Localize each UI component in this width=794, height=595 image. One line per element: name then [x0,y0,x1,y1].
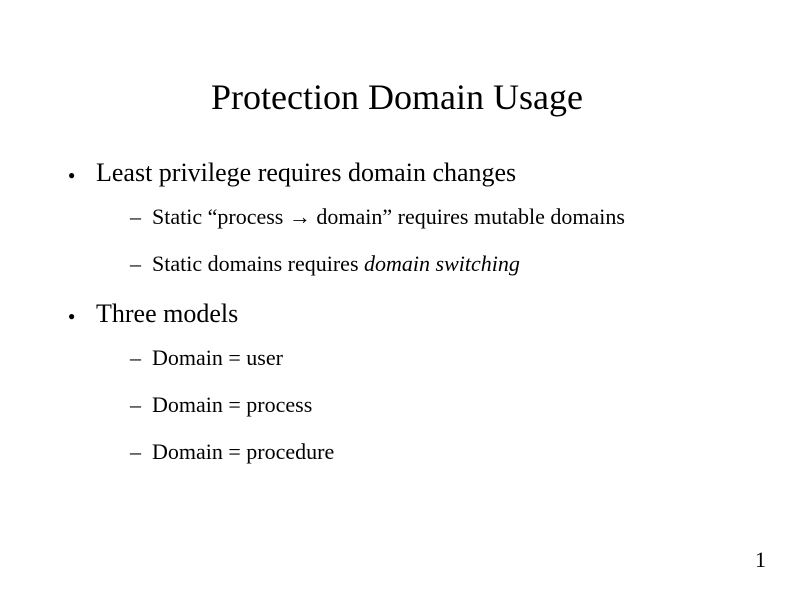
sub-bullet-list: Static “process → domain” requires mutab… [96,189,794,278]
sub-bullet-text: Static “process [152,204,289,229]
sub-bullet-text: Static domains requires [152,251,364,276]
slide-title: Protection Domain Usage [0,0,794,118]
bullet-list: Least privilege requires domain changes … [68,156,794,467]
slide: Protection Domain Usage Least privilege … [0,0,794,595]
bullet-text: Three models [96,299,238,328]
sub-bullet-italic: domain switching [364,251,520,276]
sub-bullet-item: Static “process → domain” requires mutab… [130,203,794,232]
sub-bullet-text: domain” requires mutable domains [311,204,625,229]
bullet-item: Least privilege requires domain changes … [68,156,794,279]
bullet-text: Least privilege requires domain changes [96,158,516,187]
sub-bullet-text: Domain = process [152,392,312,417]
arrow-icon: → [289,204,311,229]
sub-bullet-item: Domain = user [130,344,794,373]
page-number: 1 [755,547,766,573]
sub-bullet-text: Domain = procedure [152,439,334,464]
sub-bullet-item: Domain = procedure [130,438,794,467]
sub-bullet-list: Domain = user Domain = process Domain = … [96,330,794,466]
sub-bullet-item: Domain = process [130,391,794,420]
sub-bullet-text: Domain = user [152,345,283,370]
bullet-item: Three models Domain = user Domain = proc… [68,297,794,467]
sub-bullet-item: Static domains requires domain switching [130,250,794,279]
slide-body: Least privilege requires domain changes … [0,118,794,467]
